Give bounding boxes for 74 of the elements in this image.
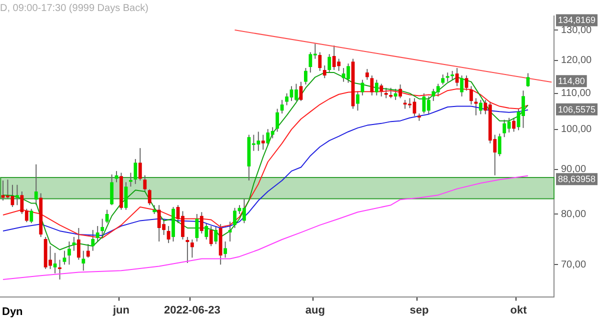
candlestick — [134, 158, 138, 184]
candlestick — [464, 74, 468, 92]
candlestick — [261, 134, 265, 150]
candlestick — [72, 236, 76, 252]
y-tick-label: 90,00 — [561, 164, 586, 176]
candlestick — [276, 108, 280, 132]
candlestick — [53, 252, 57, 274]
y-tick-label: 100,00 — [561, 124, 592, 136]
candlestick — [200, 212, 204, 234]
candlestick — [58, 259, 62, 280]
candlestick — [204, 222, 208, 240]
candlestick — [110, 174, 114, 206]
x-tick-label: 2022-06-23 — [164, 304, 220, 316]
candlestick — [76, 228, 80, 260]
candlestick — [394, 88, 398, 100]
x-tick-label: aug — [305, 304, 325, 316]
x-tick-label: okt — [510, 304, 528, 316]
candlestick — [360, 79, 364, 96]
y-tick-label: 120,00 — [561, 55, 592, 66]
candlestick — [374, 79, 378, 96]
candlestick — [128, 172, 132, 188]
candlestick — [91, 229, 95, 252]
candlestick — [190, 238, 194, 258]
candlestick — [398, 84, 402, 99]
candlestick — [322, 64, 326, 79]
candlestick — [328, 54, 332, 74]
candlestick — [384, 87, 388, 99]
candlestick — [455, 68, 459, 87]
candlestick — [280, 99, 284, 114]
candlestick — [370, 74, 374, 96]
candlestick — [34, 164, 38, 206]
candlestick — [441, 74, 445, 85]
candlestick — [446, 72, 450, 82]
candlestick — [380, 83, 384, 97]
candlestick — [318, 52, 322, 72]
text: 134,8169 — [558, 15, 596, 26]
text: 106,5575 — [558, 104, 596, 114]
candlestick — [498, 133, 502, 157]
text: Dyn — [2, 306, 24, 318]
text: 114,80 — [558, 76, 585, 86]
candlestick — [100, 218, 104, 238]
candlestick — [478, 99, 482, 115]
candlestick — [474, 98, 478, 116]
candlestick — [68, 241, 71, 266]
candlestick — [224, 241, 227, 258]
y-tick-label: 110,00 — [561, 88, 592, 100]
candlestick — [62, 250, 66, 266]
candlestick — [195, 214, 199, 242]
candlestick — [143, 174, 147, 192]
candlestick — [304, 68, 308, 85]
candlestick — [470, 86, 473, 106]
candlestick — [82, 250, 86, 272]
candlestick — [214, 226, 218, 245]
candlestick — [356, 90, 360, 112]
candlestick — [138, 148, 142, 181]
x-tick-label: sep — [410, 304, 429, 316]
candlestick — [389, 87, 393, 99]
candlestick — [30, 208, 34, 224]
candlestick — [105, 209, 109, 224]
candlestick — [96, 226, 100, 242]
candlestick — [15, 184, 19, 206]
candlestick — [209, 226, 213, 247]
y-tick-label: 70,00 — [561, 259, 586, 270]
x-tick-label: jun — [112, 304, 130, 316]
candlestick — [365, 68, 369, 80]
y-tick-label: 80,00 — [561, 208, 586, 220]
candlestick — [450, 70, 454, 81]
text: 88,63958 — [558, 174, 596, 184]
candlestick — [460, 74, 464, 97]
candlestick — [512, 117, 516, 132]
candlestick — [86, 244, 90, 258]
chart-title: D, 09:00-17:30 (9999 Days Back) — [0, 2, 148, 14]
candlestick — [148, 188, 152, 206]
y-tick-label: 130,00 — [561, 24, 592, 36]
